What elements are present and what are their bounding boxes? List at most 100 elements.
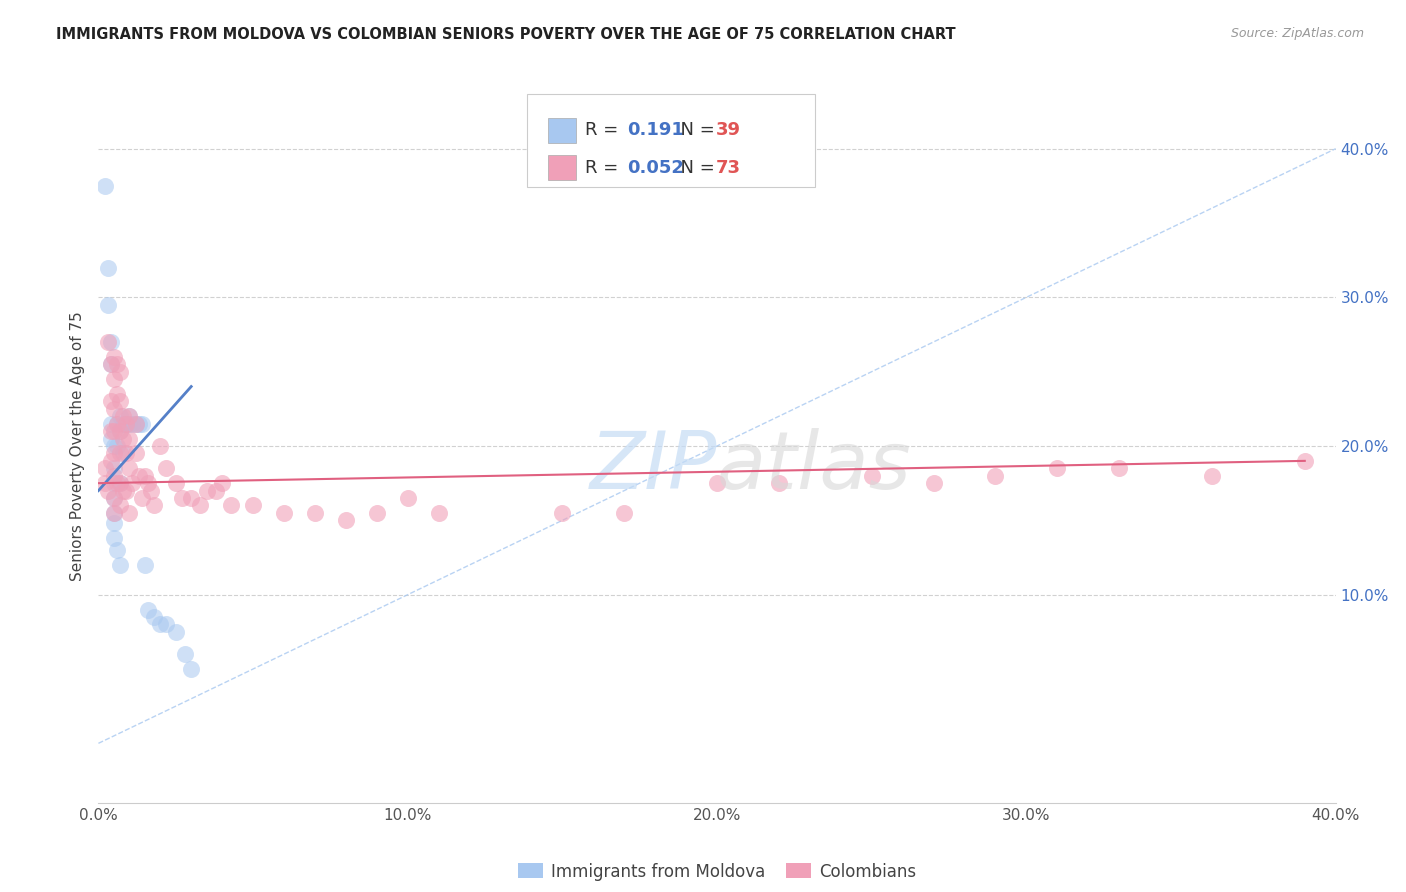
Point — [118, 409, 141, 424]
Legend: Immigrants from Moldova, Colombians: Immigrants from Moldova, Colombians — [512, 856, 922, 888]
Point — [143, 499, 166, 513]
Point — [242, 499, 264, 513]
Point — [108, 394, 131, 409]
Text: 0.191: 0.191 — [627, 121, 683, 139]
Point — [118, 506, 141, 520]
Point — [143, 610, 166, 624]
Point — [1294, 454, 1316, 468]
Point — [105, 417, 128, 431]
Point — [190, 499, 212, 513]
Point — [103, 531, 125, 545]
Point — [1201, 468, 1223, 483]
Point — [103, 446, 125, 460]
Point — [768, 476, 790, 491]
Point — [427, 506, 450, 520]
Point — [97, 483, 120, 498]
Point — [100, 454, 122, 468]
Text: 73: 73 — [716, 159, 741, 177]
Point — [112, 417, 135, 431]
Point — [103, 468, 125, 483]
Point — [103, 424, 125, 438]
Point — [108, 476, 131, 491]
Point — [860, 468, 883, 483]
Point — [100, 334, 122, 349]
Point — [105, 543, 128, 558]
Point — [103, 506, 125, 520]
Point — [149, 439, 172, 453]
Point — [128, 417, 150, 431]
Point — [100, 417, 122, 431]
Point — [105, 417, 128, 431]
Point — [984, 468, 1007, 483]
Point — [118, 461, 141, 475]
Point — [93, 461, 115, 475]
Point — [115, 417, 138, 431]
Point — [108, 424, 131, 438]
Point — [100, 394, 122, 409]
Point — [103, 516, 125, 531]
Point — [105, 357, 128, 371]
Point — [97, 298, 120, 312]
Point — [100, 357, 122, 371]
Point — [205, 483, 228, 498]
Point — [706, 476, 728, 491]
Point — [124, 417, 146, 431]
Point — [103, 491, 125, 505]
Point — [97, 334, 120, 349]
Point — [613, 506, 636, 520]
Point — [124, 417, 146, 431]
Point — [103, 439, 125, 453]
Point — [105, 387, 128, 401]
Point — [195, 483, 218, 498]
Point — [112, 409, 135, 424]
Text: atlas: atlas — [717, 428, 912, 507]
Point — [103, 461, 125, 475]
Point — [115, 417, 138, 431]
Point — [108, 365, 131, 379]
Point — [100, 424, 122, 438]
Point — [105, 439, 128, 453]
Point — [165, 476, 187, 491]
Point — [108, 424, 131, 438]
Point — [108, 409, 131, 424]
Point — [170, 491, 193, 505]
Text: R =: R = — [585, 121, 624, 139]
Point — [174, 647, 197, 661]
Point — [93, 476, 115, 491]
Point — [139, 483, 162, 498]
Point — [221, 499, 243, 513]
Point — [108, 558, 131, 572]
Point — [396, 491, 419, 505]
Point — [115, 417, 138, 431]
Point — [118, 417, 141, 431]
Point — [108, 476, 131, 491]
Point — [118, 432, 141, 446]
Point — [103, 491, 125, 505]
Point — [180, 491, 202, 505]
Y-axis label: Seniors Poverty Over the Age of 75: Seniors Poverty Over the Age of 75 — [70, 311, 86, 581]
Point — [105, 476, 128, 491]
Text: IMMIGRANTS FROM MOLDOVA VS COLOMBIAN SENIORS POVERTY OVER THE AGE OF 75 CORRELAT: IMMIGRANTS FROM MOLDOVA VS COLOMBIAN SEN… — [56, 27, 956, 42]
Point — [1108, 461, 1130, 475]
Point — [112, 483, 135, 498]
Point — [100, 432, 122, 446]
Point — [136, 602, 159, 616]
Point — [103, 372, 125, 386]
Text: N =: N = — [669, 159, 721, 177]
Text: R =: R = — [585, 159, 624, 177]
Point — [93, 178, 115, 193]
Point — [134, 468, 156, 483]
Point — [180, 662, 202, 676]
Point — [273, 506, 295, 520]
Point — [134, 558, 156, 572]
Point — [128, 468, 150, 483]
Point — [551, 506, 574, 520]
Text: 39: 39 — [716, 121, 741, 139]
Text: ZIP: ZIP — [589, 428, 717, 507]
Point — [211, 476, 233, 491]
Text: Source: ZipAtlas.com: Source: ZipAtlas.com — [1230, 27, 1364, 40]
Point — [922, 476, 945, 491]
Point — [155, 461, 177, 475]
Point — [118, 409, 141, 424]
Text: N =: N = — [669, 121, 721, 139]
